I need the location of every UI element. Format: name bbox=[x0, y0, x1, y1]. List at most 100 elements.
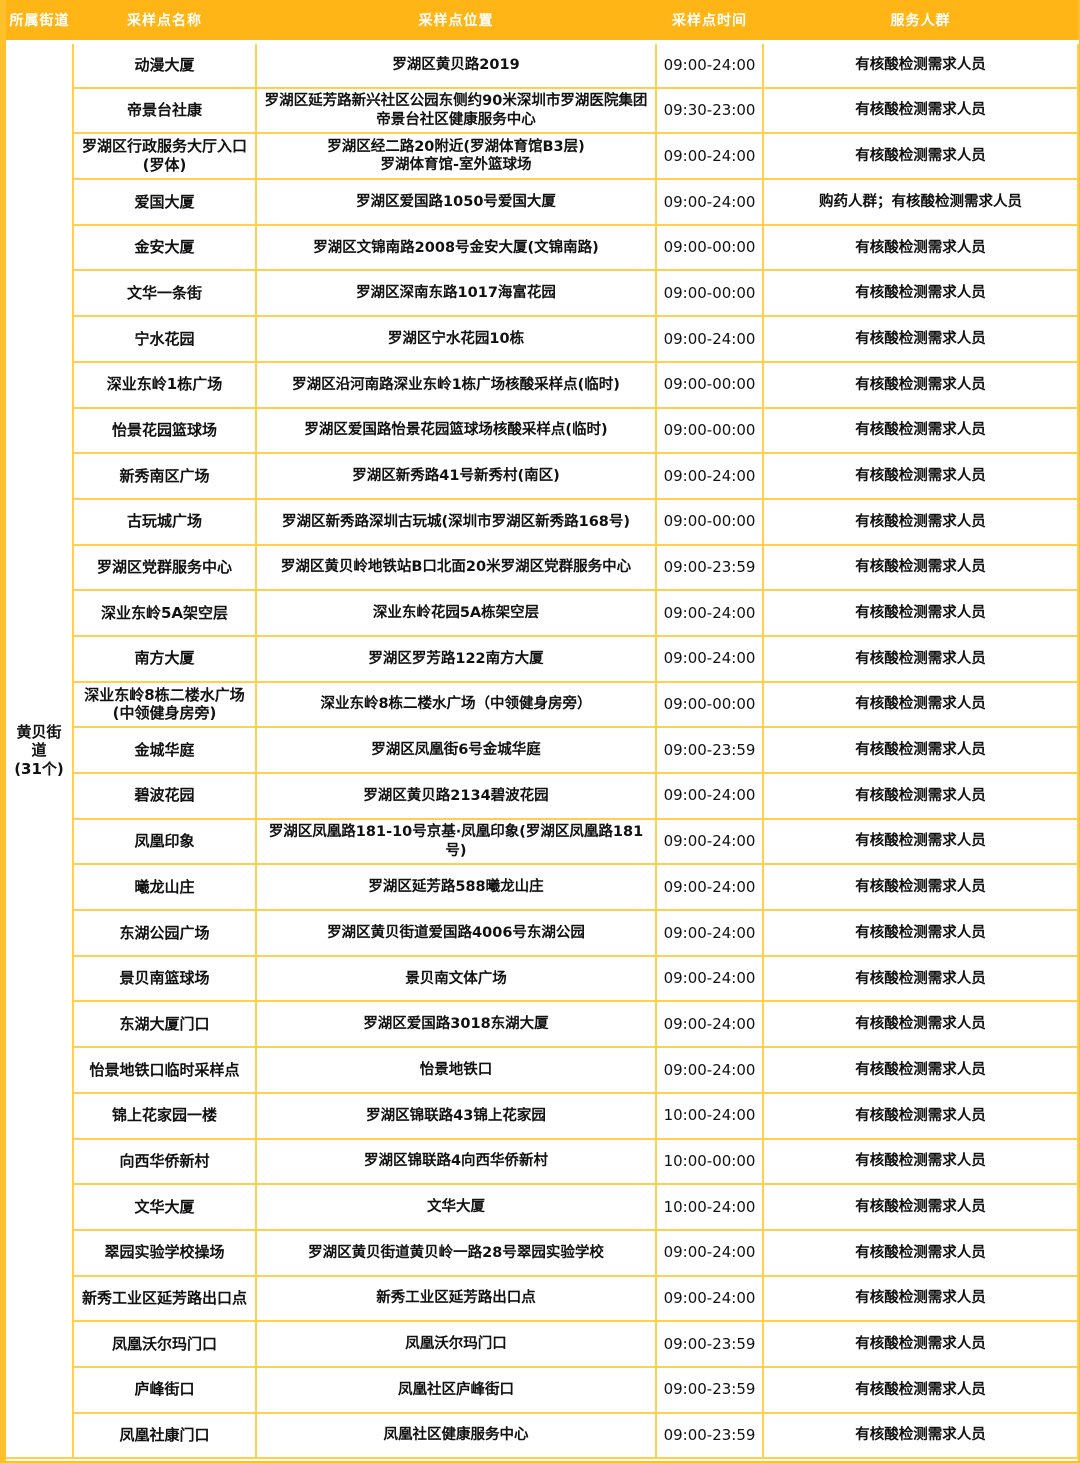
cell-time: 09:00-23:59 bbox=[655, 1365, 764, 1414]
cell-time: 09:00-24:00 bbox=[655, 452, 764, 500]
table-row: 凤凰社康门口 凤凰社区健康服务中心 09:00-23:59 有核酸检测需求人员 bbox=[6, 1411, 1079, 1460]
cell-time: 09:00-00:00 bbox=[655, 360, 764, 409]
cell-name: 凤凰印象 bbox=[72, 817, 257, 866]
table-body: 黄贝街道 (31个) 动漫大厦 罗湖区黄贝路2019 09:00-24:00 有核酸检测… bbox=[6, 42, 1079, 1460]
cell-location: 罗湖区深南东路1017海富花园 bbox=[255, 269, 657, 318]
cell-name: 动漫大厦 bbox=[72, 42, 257, 89]
cell-location: 罗湖区黄贝路2134碧波花园 bbox=[255, 772, 657, 820]
cell-location: 罗湖区罗芳路122南方大厦 bbox=[255, 634, 657, 683]
cell-name: 新秀工业区延芳路出口点 bbox=[72, 1274, 257, 1323]
cell-location: 罗湖区宁水花园10栋 bbox=[255, 315, 657, 363]
cell-service: 有核酸检测需求人员 bbox=[762, 634, 1079, 683]
cell-service: 有核酸检测需求人员 bbox=[762, 1046, 1079, 1094]
table-row: 古玩城广场 罗湖区新秀路深圳古玩城(深圳市罗湖区新秀路168号) 09:00-00:… bbox=[6, 497, 1079, 546]
cell-location: 罗湖区爱国路怡景花园篮球场核酸采样点(临时) bbox=[255, 406, 657, 455]
cell-service: 有核酸检测需求人员 bbox=[762, 360, 1079, 409]
cell-location: 罗湖区凤凰街6号金城华庭 bbox=[255, 726, 657, 774]
cell-name: 东湖大厦门口 bbox=[72, 1000, 257, 1049]
cell-service: 有核酸检测需求人员 bbox=[762, 817, 1079, 866]
cell-location: 罗湖区黄贝街道爱国路4006号东湖公园 bbox=[255, 909, 657, 957]
cell-service: 有核酸检测需求人员 bbox=[762, 909, 1079, 957]
table-row: 庐峰街口 凤凰社区庐峰街口 09:00-23:59 有核酸检测需求人员 bbox=[6, 1365, 1079, 1414]
table-row: 宁水花园 罗湖区宁水花园10栋 09:00-24:00 有核酸检测需求人员 bbox=[6, 315, 1079, 363]
cell-service: 有核酸检测需求人员 bbox=[762, 452, 1079, 500]
cell-location: 罗湖区黄贝岭地铁站B口北面20米罗湖区党群服务中心 bbox=[255, 543, 657, 592]
cell-service: 有核酸检测需求人员 bbox=[762, 954, 1079, 1003]
cell-time: 09:00-00:00 bbox=[655, 406, 764, 455]
cell-name: 帝景台社康 bbox=[72, 86, 257, 135]
cell-location: 罗湖区黄贝路2019 bbox=[255, 42, 657, 89]
cell-service: 有核酸检测需求人员 bbox=[762, 1365, 1079, 1414]
cell-location: 罗湖区爱国路1050号爱国大厦 bbox=[255, 178, 657, 226]
table-row: 新秀南区广场 罗湖区新秀路41号新秀村(南区) 09:00-24:00 有核酸检测需求… bbox=[6, 452, 1079, 500]
cell-location: 凤凰沃尔玛门口 bbox=[255, 1320, 657, 1368]
cell-service: 有核酸检测需求人员 bbox=[762, 1411, 1079, 1460]
cell-name: 锦上花家园一楼 bbox=[72, 1091, 257, 1140]
cell-service: 购药人群；有核酸检测需求人员 bbox=[762, 178, 1079, 226]
cell-service: 有核酸检测需求人员 bbox=[762, 406, 1079, 455]
cell-location: 罗湖区延芳路588曦龙山庄 bbox=[255, 863, 657, 912]
cell-time: 09:00-00:00 bbox=[655, 680, 764, 729]
header-row: 所属街道 采样点名称 采样点位置 采样点时间 服务人群 bbox=[6, 0, 1078, 44]
table-row: 南方大厦 罗湖区罗芳路122南方大厦 09:00-24:00 有核酸检测需求人员 bbox=[6, 634, 1079, 683]
cell-name: 怡景花园篮球场 bbox=[72, 406, 257, 455]
cell-name: 爱国大厦 bbox=[72, 178, 257, 226]
cell-name: 凤凰沃尔玛门口 bbox=[72, 1320, 257, 1368]
cell-time: 09:30-23:00 bbox=[655, 86, 764, 135]
header-street: 所属街道 bbox=[6, 0, 73, 44]
cell-location: 罗湖区沿河南路深业东岭1栋广场核酸采样点(临时) bbox=[255, 360, 657, 409]
cell-service: 有核酸检测需求人员 bbox=[762, 269, 1079, 318]
table-row: 金城华庭 罗湖区凤凰街6号金城华庭 09:00-23:59 有核酸检测需求人员 bbox=[6, 726, 1079, 774]
table-row: 东湖公园广场 罗湖区黄贝街道爱国路4006号东湖公园 09:00-24:00 有核酸检… bbox=[6, 909, 1079, 957]
cell-service: 有核酸检测需求人员 bbox=[762, 315, 1079, 363]
cell-name: 文华大厦 bbox=[72, 1183, 257, 1231]
cell-name: 宁水花园 bbox=[72, 315, 257, 363]
cell-time: 10:00-00:00 bbox=[655, 1137, 764, 1186]
cell-name: 景贝南篮球场 bbox=[72, 954, 257, 1003]
cell-service: 有核酸检测需求人员 bbox=[762, 1228, 1079, 1277]
cell-location: 罗湖区锦联路43锦上花家园 bbox=[255, 1091, 657, 1140]
table-row: 向西华侨新村 罗湖区锦联路4向西华侨新村 10:00-00:00 有核酸检测需求人员 bbox=[6, 1137, 1079, 1186]
cell-name: 东湖公园广场 bbox=[72, 909, 257, 957]
cell-name: 文华一条街 bbox=[72, 269, 257, 318]
cell-time: 09:00-24:00 bbox=[655, 315, 764, 363]
table-row: 罗湖区行政服务大厅入口 (罗体) 罗湖区经二路20附近(罗湖体育馆B3层) 罗湖体… bbox=[6, 132, 1079, 181]
table-row: 翠园实验学校操场 罗湖区黄贝街道黄贝岭一路28号翠园实验学校 09:00-24:00… bbox=[6, 1228, 1079, 1277]
cell-service: 有核酸检测需求人员 bbox=[762, 42, 1079, 89]
cell-location: 凤凰社区健康服务中心 bbox=[255, 1411, 657, 1460]
cell-time: 09:00-00:00 bbox=[655, 497, 764, 546]
cell-name: 罗湖区行政服务大厅入口 (罗体) bbox=[72, 132, 257, 181]
cell-name: 凤凰社康门口 bbox=[72, 1411, 257, 1460]
cell-name: 庐峰街口 bbox=[72, 1365, 257, 1414]
cell-name: 古玩城广场 bbox=[72, 497, 257, 546]
cell-service: 有核酸检测需求人员 bbox=[762, 1000, 1079, 1049]
cell-time: 09:00-24:00 bbox=[655, 132, 764, 181]
cell-service: 有核酸检测需求人员 bbox=[762, 726, 1079, 774]
table-row: 深业东岭8栋二楼水广场 (中领健身房旁) 深业东岭8栋二楼水广场（中领健身房旁） 0… bbox=[6, 680, 1079, 729]
table-row: 锦上花家园一楼 罗湖区锦联路43锦上花家园 10:00-24:00 有核酸检测需求人员 bbox=[6, 1091, 1079, 1140]
sampling-points-table: 所属街道 采样点名称 采样点位置 采样点时间 服务人群 黄贝街道 (31个) 动漫… bbox=[6, 0, 1079, 1460]
table-row: 怡景地铁口临时采样点 怡景地铁口 09:00-24:00 有核酸检测需求人员 bbox=[6, 1046, 1079, 1094]
cell-location: 罗湖区新秀路41号新秀村(南区) bbox=[255, 452, 657, 500]
cell-location: 怡景地铁口 bbox=[255, 1046, 657, 1094]
cell-time: 09:00-24:00 bbox=[655, 863, 764, 912]
header-service-group: 服务人群 bbox=[763, 0, 1078, 44]
table-row: 爱国大厦 罗湖区爱国路1050号爱国大厦 09:00-24:00 购药人群；有核酸检测… bbox=[6, 178, 1079, 226]
cell-time: 09:00-24:00 bbox=[655, 1046, 764, 1094]
cell-service: 有核酸检测需求人员 bbox=[762, 132, 1079, 181]
cell-time: 09:00-23:59 bbox=[655, 1320, 764, 1368]
cell-name: 深业东岭5A架空层 bbox=[72, 589, 257, 637]
cell-service: 有核酸检测需求人员 bbox=[762, 1274, 1079, 1323]
cell-time: 09:00-23:59 bbox=[655, 543, 764, 592]
cell-time: 09:00-24:00 bbox=[655, 1228, 764, 1277]
table-row: 金安大厦 罗湖区文锦南路2008号金安大厦(文锦南路) 09:00-00:00 有核酸… bbox=[6, 223, 1079, 272]
cell-service: 有核酸检测需求人员 bbox=[762, 589, 1079, 637]
cell-location: 罗湖区爱国路3018东湖大厦 bbox=[255, 1000, 657, 1049]
cell-time: 09:00-24:00 bbox=[655, 178, 764, 226]
cell-name: 金城华庭 bbox=[72, 726, 257, 774]
cell-service: 有核酸检测需求人员 bbox=[762, 1183, 1079, 1231]
table-row: 文华大厦 文华大厦 10:00-24:00 有核酸检测需求人员 bbox=[6, 1183, 1079, 1231]
cell-time: 09:00-24:00 bbox=[655, 817, 764, 866]
table-row: 东湖大厦门口 罗湖区爱国路3018东湖大厦 09:00-24:00 有核酸检测需求人员 bbox=[6, 1000, 1079, 1049]
